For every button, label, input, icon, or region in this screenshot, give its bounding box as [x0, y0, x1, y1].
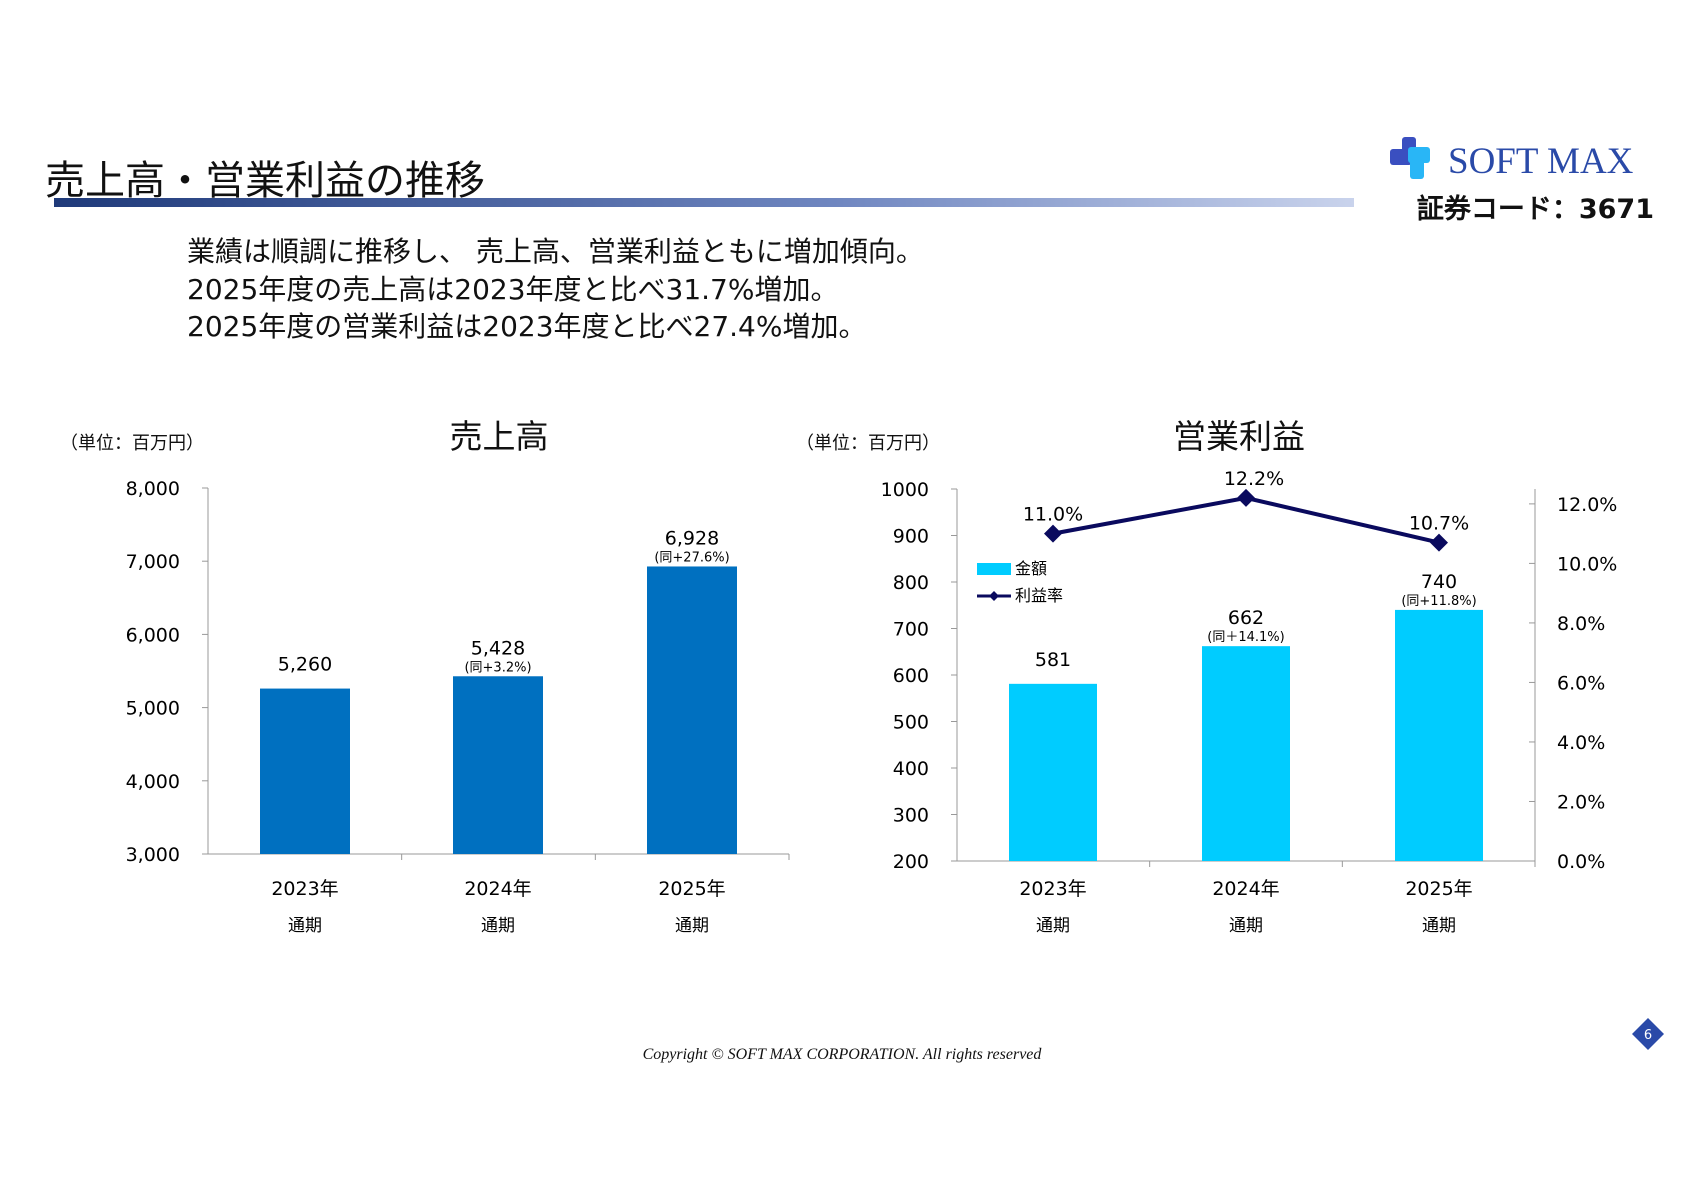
page-title: 売上高・営業利益の推移 [45, 158, 485, 204]
margin-label: 11.0% [1023, 504, 1083, 526]
legend-swatch-amount [977, 563, 1011, 575]
x-sublabel: 通期 [1036, 916, 1070, 936]
profit-bar [1009, 683, 1097, 861]
y2-tick-label: 10.0% [1557, 553, 1617, 575]
sales-chart-title: 売上高 [449, 417, 549, 456]
y-tick-label: 800 [893, 572, 929, 594]
x-tick-label: 2025年 [658, 878, 725, 900]
y-tick-label: 7,000 [126, 551, 180, 573]
x-tick-label: 2024年 [1212, 878, 1279, 900]
y-tick-label: 600 [893, 665, 929, 687]
x-tick-label: 2023年 [1019, 878, 1086, 900]
sales-bar [453, 676, 543, 854]
summary-line: 2025年度の売上高は2023年度と比べ31.7%増加。 [187, 273, 839, 306]
x-sublabel: 通期 [288, 916, 322, 936]
y2-tick-label: 0.0% [1557, 851, 1605, 873]
copyright: Copyright © SOFT MAX CORPORATION. All ri… [642, 1046, 1042, 1063]
x-sublabel: 通期 [1422, 916, 1456, 936]
data-annotation: (同+11.8%) [1401, 594, 1476, 609]
y-tick-label: 900 [893, 526, 929, 548]
margin-label: 12.2% [1224, 468, 1284, 490]
data-annotation: (同+3.2%) [464, 660, 531, 675]
legend-marker-margin [989, 591, 999, 601]
margin-marker [1044, 524, 1062, 543]
summary-line: 業績は順調に推移し、 売上高、営業利益ともに増加傾向。 [187, 235, 924, 268]
y-tick-label: 200 [893, 851, 929, 873]
y2-tick-label: 2.0% [1557, 791, 1605, 813]
profit-bar [1395, 609, 1483, 861]
data-label: 581 [1035, 649, 1071, 671]
title-underline [54, 198, 1354, 207]
y-tick-label: 1000 [881, 479, 929, 501]
y-tick-label: 8,000 [126, 478, 180, 500]
x-sublabel: 通期 [481, 916, 515, 936]
y2-tick-label: 4.0% [1557, 732, 1605, 754]
y-tick-label: 300 [893, 805, 929, 827]
data-label: 740 [1421, 571, 1457, 593]
stock-code: 証券コード：3671 [1416, 194, 1654, 225]
page-number-badge: 6 [1632, 1018, 1664, 1050]
data-label: 5,260 [278, 654, 332, 676]
data-label: 662 [1228, 607, 1264, 629]
y-tick-label: 6,000 [126, 624, 180, 646]
y2-tick-label: 12.0% [1557, 494, 1617, 516]
profit-unit-label: （単位：百万円） [796, 433, 940, 454]
x-tick-label: 2023年 [271, 878, 338, 900]
y-tick-label: 400 [893, 758, 929, 780]
legend-label-margin: 利益率 [1015, 586, 1063, 605]
margin-marker [1237, 488, 1255, 507]
x-sublabel: 通期 [675, 916, 709, 936]
margin-marker [1430, 533, 1448, 552]
margin-label: 10.7% [1409, 513, 1469, 535]
y-tick-label: 3,000 [126, 844, 180, 866]
sales-bar [647, 566, 737, 854]
y-tick-label: 500 [893, 712, 929, 734]
soft-max-logo: SOFT MAX [1390, 137, 1634, 182]
data-annotation: (同＋14.1%) [1207, 630, 1284, 645]
x-tick-label: 2024年 [464, 878, 531, 900]
legend-label-amount: 金額 [1015, 559, 1047, 578]
y-tick-label: 5,000 [126, 698, 180, 720]
y2-tick-label: 6.0% [1557, 672, 1605, 694]
sales-bar [260, 688, 350, 854]
page-number: 6 [1644, 1028, 1652, 1043]
x-tick-label: 2025年 [1405, 878, 1472, 900]
data-label: 5,428 [471, 637, 525, 659]
x-sublabel: 通期 [1229, 916, 1263, 936]
profit-bar [1202, 646, 1290, 861]
data-annotation: (同+27.6%) [654, 550, 729, 565]
y-tick-label: 700 [893, 619, 929, 641]
y2-tick-label: 8.0% [1557, 613, 1605, 635]
y-tick-label: 4,000 [126, 771, 180, 793]
sales-unit-label: （単位：百万円） [60, 433, 204, 454]
data-label: 6,928 [665, 527, 719, 549]
logo-text: SOFT MAX [1448, 141, 1634, 182]
summary-line: 2025年度の営業利益は2023年度と比べ27.4%増加。 [187, 310, 867, 343]
profit-chart-title: 営業利益 [1173, 417, 1305, 456]
